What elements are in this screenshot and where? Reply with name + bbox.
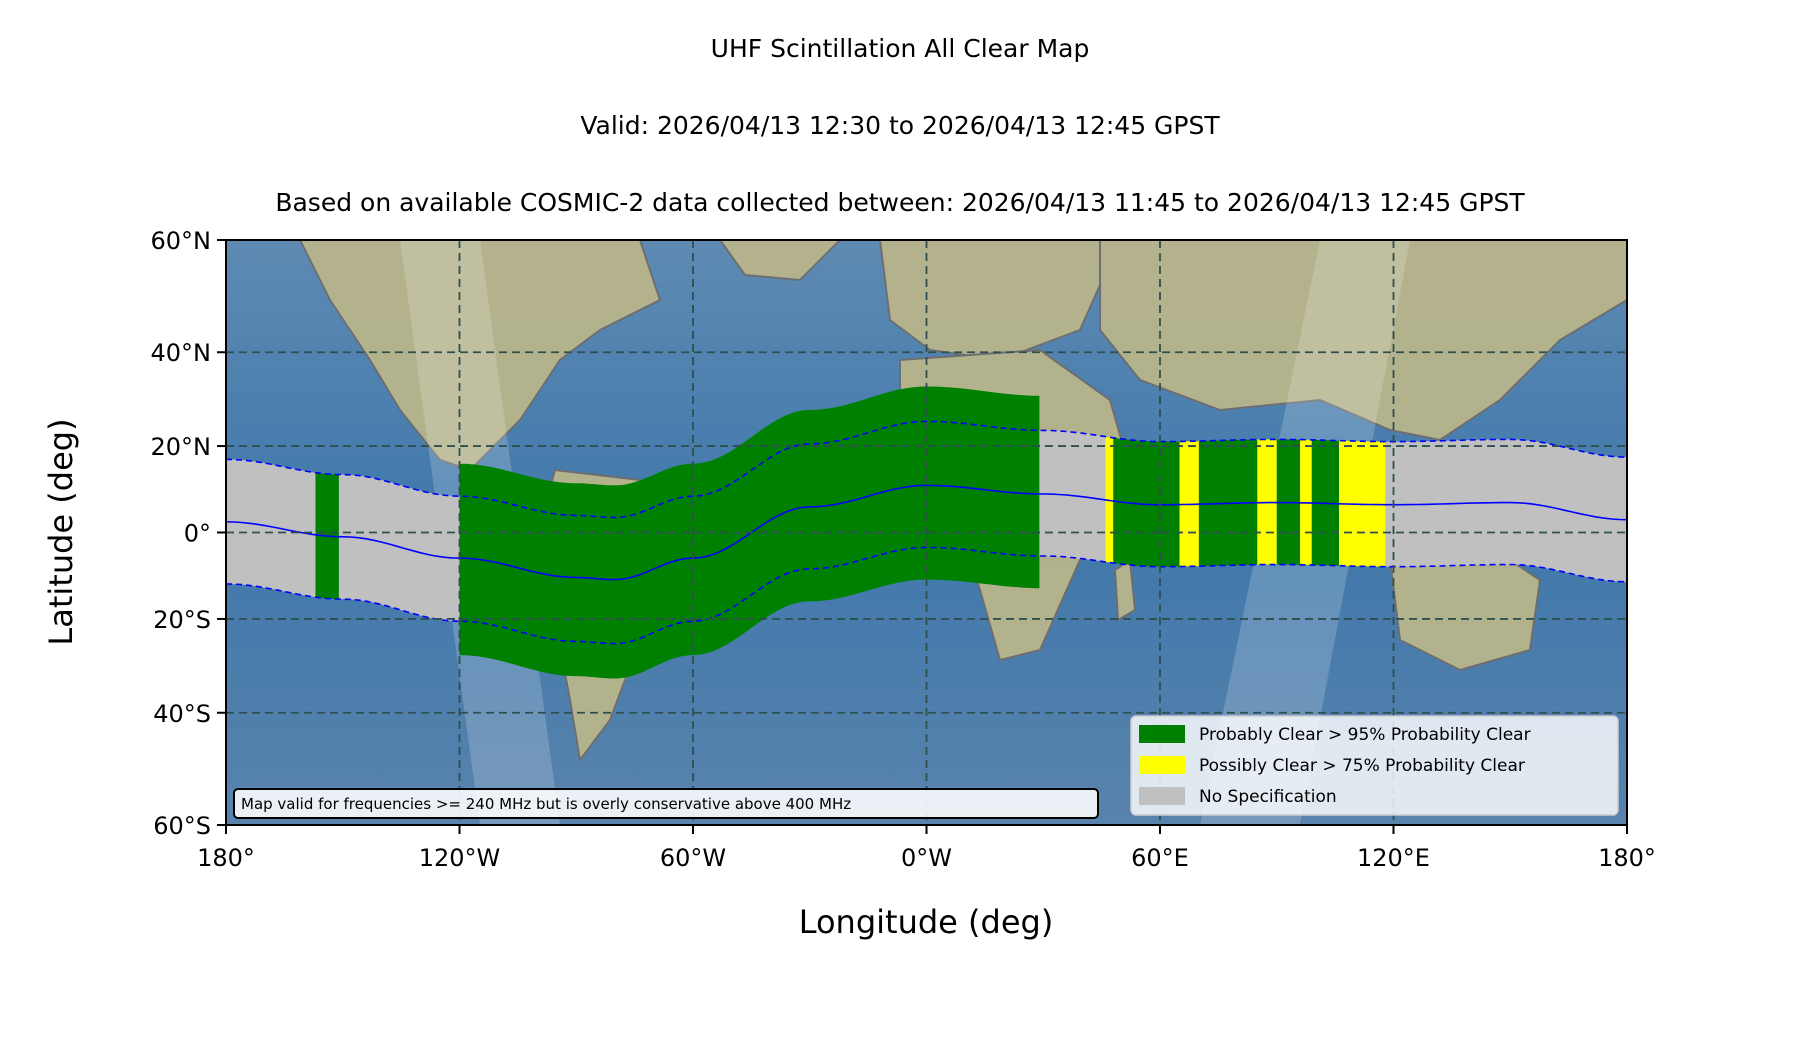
band-segment-no-spec-0 bbox=[226, 459, 316, 598]
x-tick-label: 120°W bbox=[419, 844, 501, 872]
legend-swatch-probably-clear bbox=[1139, 725, 1185, 743]
x-tick-label: 0°W bbox=[901, 844, 952, 872]
x-tick-label: 120°E bbox=[1357, 844, 1430, 872]
note-text: Map valid for frequencies >= 240 MHz but… bbox=[241, 795, 851, 813]
greenland bbox=[718, 240, 842, 282]
x-tick-label: 180° bbox=[1598, 844, 1656, 872]
north-america bbox=[298, 240, 662, 472]
legend-label-probably-clear: Probably Clear > 95% Probability Clear bbox=[1199, 725, 1531, 745]
x-tick-label: 60°W bbox=[660, 844, 726, 872]
data-collection-period: Based on available COSMIC-2 data collect… bbox=[275, 188, 1525, 217]
band-segment-no-spec-2 bbox=[338, 474, 460, 622]
legend-swatch-possibly-clear bbox=[1139, 756, 1185, 774]
x-tick-label: 180° bbox=[197, 844, 255, 872]
legend-box bbox=[1130, 715, 1619, 816]
asia bbox=[1099, 240, 1627, 442]
y-tick-label: 20°S bbox=[153, 606, 211, 634]
y-axis-label: Latitude (deg) bbox=[42, 418, 80, 645]
band-segment-probably-clear-6 bbox=[1113, 437, 1180, 567]
y-tick-label: 60°S bbox=[153, 812, 211, 840]
legend-swatch-no-specification bbox=[1139, 787, 1185, 805]
x-axis-label: Longitude (deg) bbox=[799, 903, 1054, 941]
frequency-note: Map valid for frequencies >= 240 MHz but… bbox=[233, 788, 1099, 819]
y-tick-label: 40°N bbox=[151, 339, 212, 367]
note-box bbox=[233, 788, 1099, 819]
x-ticks: 180° 120°W 60°W 0°W 60°E 120°E 180° bbox=[197, 825, 1656, 872]
legend: Probably Clear > 95% Probability Clear P… bbox=[1130, 715, 1619, 816]
band-segment-no-spec-14 bbox=[1385, 439, 1627, 582]
legend-label-no-specification: No Specification bbox=[1199, 787, 1337, 807]
y-tick-label: 40°S bbox=[153, 700, 211, 728]
map-title: UHF Scintillation All Clear Map bbox=[710, 34, 1090, 63]
y-tick-label: 0° bbox=[184, 520, 211, 548]
y-ticks: 60°N 40°N 20°N 0° 20°S 40°S 60°S bbox=[151, 227, 226, 840]
legend-label-possibly-clear: Possibly Clear > 75% Probability Clear bbox=[1199, 756, 1525, 776]
x-tick-label: 60°E bbox=[1131, 844, 1189, 872]
y-tick-label: 20°N bbox=[151, 433, 212, 461]
valid-period: Valid: 2026/04/13 12:30 to 2026/04/13 12… bbox=[580, 111, 1220, 140]
y-tick-label: 60°N bbox=[151, 227, 212, 255]
